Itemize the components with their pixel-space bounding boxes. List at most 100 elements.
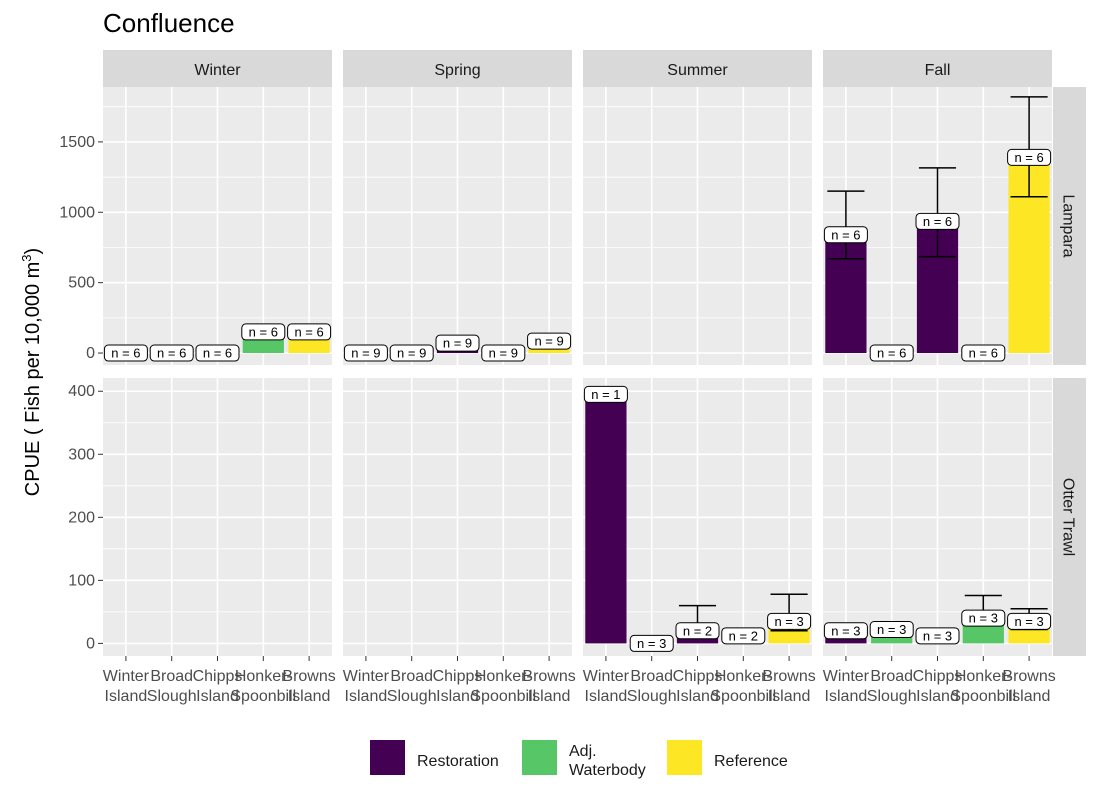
n-label-box — [961, 609, 1006, 627]
n-label-box — [915, 627, 960, 645]
panel-spring-lampara: n = 9 n = 9 n = 9 n = 9 n = 9 — [343, 87, 572, 365]
facet-row-label: Otter Trawl — [1060, 478, 1077, 556]
n-label-box — [583, 385, 628, 403]
x-tick-label: Browns — [762, 668, 815, 685]
x-tick-label: Slough — [147, 688, 197, 705]
x-tick-label: Winter — [103, 668, 150, 685]
n-label-box — [241, 323, 286, 341]
n-label: n = 9 — [534, 334, 563, 349]
x-tick-label: Broad — [870, 668, 913, 685]
x-tick-label: Chipps — [913, 668, 963, 685]
n-label-box — [869, 344, 914, 362]
x-tick-label: Island — [768, 688, 811, 705]
y-tick-label: 0 — [86, 635, 95, 652]
facet-strip-spring — [343, 50, 572, 87]
n-label-box — [481, 344, 526, 362]
facet-strip-fall — [823, 50, 1052, 87]
y-tick-label: 0 — [86, 345, 95, 362]
x-tick-label: Island — [676, 688, 719, 705]
x-tick-label: Winter — [583, 668, 630, 685]
x-tick-label: Island — [288, 688, 331, 705]
n-label-box — [629, 634, 674, 652]
n-label: n = 3 — [1014, 614, 1043, 629]
y-tick-label: 500 — [68, 275, 95, 292]
panel-summer-otter-trawl: n = 1 n = 3 n = 2 n = 2 n = 3 — [583, 378, 812, 656]
x-tick-label: Island — [436, 688, 479, 705]
x-tick-label: Winter — [343, 668, 390, 685]
legend-label: Restoration — [417, 753, 499, 770]
n-label-box — [287, 323, 332, 341]
n-label: n = 6 — [969, 346, 998, 361]
facet-strip-label: Winter — [194, 62, 241, 79]
legend-label: Waterbody — [569, 762, 646, 779]
n-label: n = 6 — [923, 214, 952, 229]
n-label-box — [343, 344, 388, 362]
facet-row-strip-lampara — [1053, 87, 1086, 365]
n-label-box — [869, 621, 914, 639]
n-label-box — [823, 622, 868, 640]
n-label: n = 2 — [729, 628, 758, 643]
bar-winter-island — [585, 394, 627, 644]
facet-row-strip-otter-trawl — [1053, 378, 1086, 656]
x-tick-label: Browns — [1002, 668, 1055, 685]
x-tick-label: Chipps — [673, 668, 723, 685]
n-label: n = 6 — [294, 324, 323, 339]
legend-label: Adj. — [569, 743, 597, 760]
y-tick-label: 1000 — [59, 204, 95, 221]
x-tick-label: Island — [825, 688, 868, 705]
x-tick-label: Honker- — [475, 668, 532, 685]
panel-fall-otter-trawl: n = 3 n = 3 n = 3 n = 3 n = 3 — [823, 378, 1052, 656]
n-label-box — [915, 212, 960, 230]
x-tick-label: Spoonbill — [950, 688, 1016, 705]
x-tick-label: Honker- — [715, 668, 772, 685]
n-label: n = 2 — [683, 623, 712, 638]
n-label-box — [961, 344, 1006, 362]
n-label: n = 9 — [443, 336, 472, 351]
x-tick-label: Honker- — [955, 668, 1012, 685]
y-axis-title-sup: 3 — [19, 254, 34, 261]
n-label: n = 6 — [157, 346, 186, 361]
x-tick-label: Broad — [630, 668, 673, 685]
n-label: n = 6 — [831, 227, 860, 242]
y-tick-label: 400 — [68, 383, 95, 400]
facet-strip-label: Fall — [925, 62, 951, 79]
legend-label: Reference — [714, 753, 788, 770]
facet-strip-label: Spring — [434, 62, 480, 79]
x-tick-label: Spoonbill — [710, 688, 776, 705]
y-tick-label: 300 — [68, 446, 95, 463]
n-label: n = 3 — [637, 636, 666, 651]
x-tick-label: Winter — [823, 668, 870, 685]
y-axis-title-main: CPUE ( Fish per 10,000 m — [22, 262, 44, 497]
y-tick-label: 200 — [68, 509, 95, 526]
x-tick-label: Island — [528, 688, 571, 705]
x-tick-label: Chipps — [193, 668, 243, 685]
n-label: n = 3 — [877, 622, 906, 637]
x-tick-label: Chipps — [433, 668, 483, 685]
n-label: n = 6 — [111, 346, 140, 361]
x-tick-label: Island — [345, 688, 388, 705]
facet-row-label: Lampara — [1060, 194, 1077, 257]
x-tick-label: Island — [196, 688, 239, 705]
n-label: n = 9 — [351, 346, 380, 361]
x-tick-label: Browns — [282, 668, 335, 685]
n-label: n = 3 — [774, 614, 803, 629]
n-label-box — [149, 344, 194, 362]
x-tick-label: Island — [105, 688, 148, 705]
n-label-box — [823, 226, 868, 244]
n-label: n = 6 — [1014, 150, 1043, 165]
legend: Restoration Adj. Waterbody Reference — [370, 740, 788, 779]
x-tick-label: Broad — [390, 668, 433, 685]
n-label: n = 1 — [591, 387, 620, 402]
n-label: n = 6 — [249, 324, 278, 339]
facet-strip-summer — [583, 50, 812, 87]
x-tick-label: Island — [916, 688, 959, 705]
x-tick-label: Slough — [867, 688, 917, 705]
chart-title: Confluence — [103, 8, 235, 38]
n-label-box — [103, 344, 148, 362]
n-label-box — [389, 344, 434, 362]
panel-fall-lampara: n = 6 n = 6 n = 6 n = 6 n = 6 — [823, 87, 1052, 365]
x-tick-label: Slough — [627, 688, 677, 705]
n-label-box — [435, 334, 480, 352]
